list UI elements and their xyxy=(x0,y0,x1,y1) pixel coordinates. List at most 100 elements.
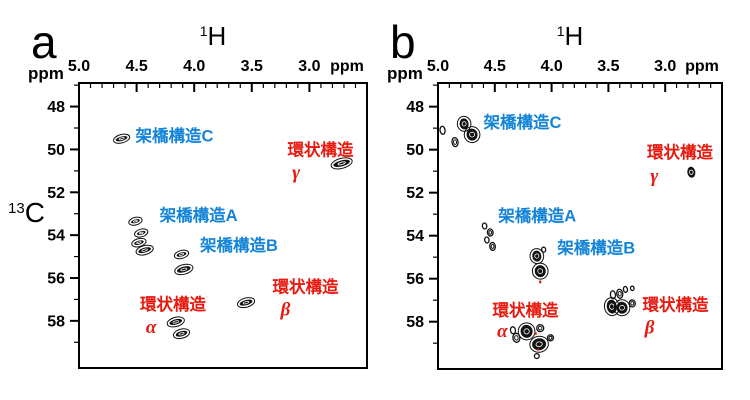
panel-letter-a: a xyxy=(31,16,57,68)
annotation-structure-label: 架橋構造B xyxy=(200,235,278,255)
nmr-peak-negative-contour xyxy=(536,348,539,351)
nmr-peak-outer-contour xyxy=(517,322,536,341)
nmr-peak-contour xyxy=(486,228,494,237)
nmr-peak-inner-contour xyxy=(537,325,543,331)
annotation-greek-label: α xyxy=(497,321,508,342)
nmr-peak-core-highlight xyxy=(138,231,144,235)
nmr-peak-outer-contour xyxy=(128,216,143,226)
nmr-peak-outer-contour xyxy=(131,237,147,248)
nmr-peak-core-highlight xyxy=(534,253,540,259)
nmr-peak xyxy=(136,230,146,236)
nmr-peak-contour xyxy=(483,236,490,244)
nmr-peak-contour xyxy=(629,285,635,292)
nmr-peak-core-highlight xyxy=(178,253,185,256)
y-axis-title: 13C xyxy=(8,197,45,228)
nmr-peak xyxy=(175,330,188,337)
y-tick-label: 54 xyxy=(47,228,65,245)
annotation-structure-label: 環状構造 xyxy=(273,277,340,297)
annotation-structure-label: 環状構造 xyxy=(642,295,709,315)
y-tick-label: 58 xyxy=(406,314,424,331)
annotation-greek-label: α xyxy=(146,317,157,338)
nmr-peak-contour xyxy=(628,299,636,308)
y-tick-label: 54 xyxy=(406,228,424,245)
nmr-peak-core-highlight xyxy=(136,241,142,245)
nmr-peak xyxy=(131,219,140,224)
nmr-peak-inner-contour xyxy=(490,243,495,249)
nmr-peak xyxy=(138,247,151,254)
nmr-peak-core-highlight xyxy=(537,268,544,274)
nmr-peak-inner-contour xyxy=(488,230,493,235)
y-tick-label: 52 xyxy=(47,185,65,202)
nmr-peak xyxy=(459,118,469,130)
nmr-peak xyxy=(169,318,183,325)
annotation-structure-label: 架橋構造A xyxy=(160,205,238,225)
nmr-peak xyxy=(134,240,144,245)
nmr-peak-contour xyxy=(616,288,624,299)
nmr-peak-contour xyxy=(509,326,517,335)
annotation-structure-label: 環状構造 xyxy=(493,300,560,320)
annotation-structure-label: 架橋構造B xyxy=(557,238,635,258)
annotation-structure-label: 架橋構造C xyxy=(483,112,561,132)
nmr-peak-core-highlight xyxy=(180,267,188,272)
nmr-peak-negative-contour xyxy=(534,332,537,335)
nmr-peak-negative-contour xyxy=(539,280,542,284)
nmr-peak-outer-contour xyxy=(134,228,149,238)
nmr-peak-core-highlight xyxy=(523,328,530,335)
nmr-peak-outer-contour xyxy=(174,263,194,276)
x-axis-title: 1H xyxy=(557,21,584,51)
nmr-peak xyxy=(687,166,696,178)
nmr-peak-contour xyxy=(609,290,617,300)
panel-letter-b: b xyxy=(390,16,416,68)
x-tick-label: 3.5 xyxy=(597,58,619,75)
nmr-peak-core-highlight xyxy=(178,332,185,336)
x-tick-label: 3.0 xyxy=(654,58,676,75)
nmr-peak-inner-contour xyxy=(630,301,635,306)
annotation-structure-label: 環状構造 xyxy=(288,140,355,160)
nmr-peak xyxy=(532,250,542,262)
nmr-peak-contour xyxy=(546,334,555,342)
nmr-peak-contour xyxy=(512,332,521,343)
nmr-peak-contour xyxy=(481,222,488,230)
nmr-peak-core-highlight xyxy=(689,169,694,175)
nmr-peak-core-highlight xyxy=(118,137,125,141)
x-tick-label: 4.0 xyxy=(540,58,562,75)
nmr-peak xyxy=(616,301,628,314)
x-tick-label: 3.5 xyxy=(241,58,263,75)
nmr-peak xyxy=(333,159,350,167)
nmr-peak-outer-contour xyxy=(529,335,549,353)
nmr-peak-core-highlight xyxy=(337,161,346,166)
nmr-peak-core-highlight xyxy=(469,131,475,138)
y-tick-label: 56 xyxy=(406,271,424,288)
nmr-peak-core-highlight xyxy=(619,304,625,311)
nmr-peak xyxy=(239,299,253,306)
annotation-greek-label: γ xyxy=(650,166,658,187)
nmr-peak-core-highlight xyxy=(141,248,148,252)
x-tick-label: 4.0 xyxy=(183,58,205,75)
nmr-peak-outer-contour xyxy=(135,244,154,256)
x-axis-unit-label: ppm xyxy=(330,58,364,75)
nmr-peak-outer-contour xyxy=(236,297,256,309)
nmr-peak xyxy=(520,324,533,338)
annotation-greek-label: γ xyxy=(292,163,300,184)
annotation-greek-label: β xyxy=(644,318,655,339)
nmr-peak-contour xyxy=(536,323,545,333)
y-axis-unit-label: ppm xyxy=(387,64,423,83)
plot-frame xyxy=(437,82,723,370)
nmr-peak-core-highlight xyxy=(242,300,250,305)
y-tick-label: 50 xyxy=(406,142,424,159)
nmr-peak-core-highlight xyxy=(133,219,138,223)
y-tick-label: 58 xyxy=(47,313,65,330)
nmr-peak-outer-contour xyxy=(172,328,191,340)
nmr-peak-contour xyxy=(622,285,629,294)
nmr-peak-outer-contour xyxy=(463,126,481,144)
x-tick-label: 3.0 xyxy=(298,58,320,75)
nmr-peak-contour xyxy=(451,137,459,148)
annotation-structure-label: 架橋構造A xyxy=(498,205,576,225)
nmr-peak-inner-contour xyxy=(453,139,458,145)
nmr-peak-inner-contour xyxy=(617,290,622,297)
x-axis-title: 1H xyxy=(200,21,227,51)
nmr-peak-outer-contour xyxy=(173,249,190,260)
nmr-peak xyxy=(534,265,546,278)
